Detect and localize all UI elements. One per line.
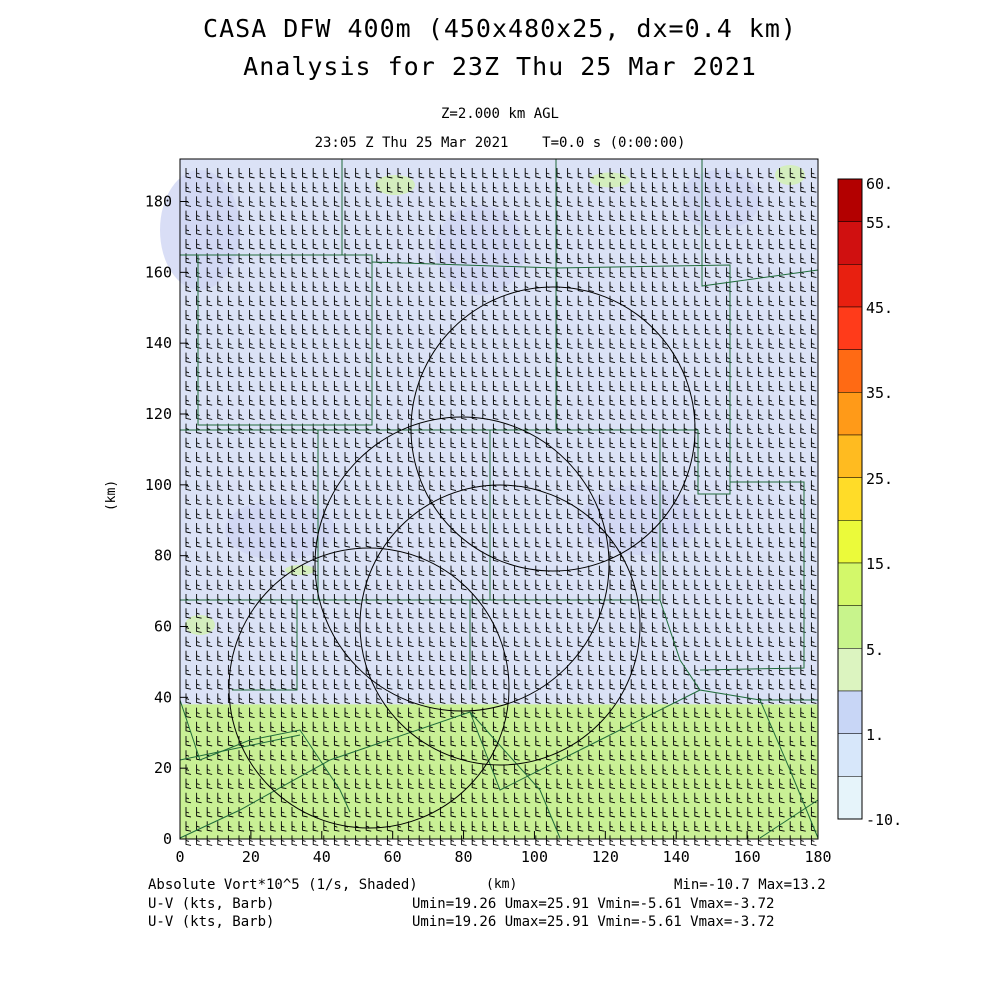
barb-grid — [185, 168, 817, 846]
x-tick-label: 20 — [242, 848, 260, 866]
colorbar-swatch — [837, 392, 863, 436]
colorbar-swatch — [837, 605, 863, 649]
county-line — [701, 159, 819, 287]
field-south — [180, 704, 818, 839]
y-tick-label: 120 — [145, 405, 172, 423]
field-patch — [435, 205, 525, 295]
radar-ring — [314, 416, 610, 712]
y-tick-label: 180 — [145, 193, 172, 211]
x-tick-label: 100 — [521, 848, 548, 866]
wind-label-2: U-V (kts, Barb) — [148, 914, 275, 930]
colorbar-label: 35. — [866, 384, 893, 402]
x-tick-label: 160 — [734, 848, 761, 866]
county-line — [759, 699, 819, 839]
x-tick-label: 0 — [175, 848, 184, 866]
field-label: Absolute Vort*10^5 (1/s, Shaded) — [148, 877, 418, 893]
colorbar-label: 15. — [866, 555, 893, 573]
county-line — [180, 261, 731, 495]
colorbar-swatch — [837, 264, 863, 308]
county-line — [179, 699, 351, 813]
colorbar-swatch — [837, 221, 863, 265]
field-patch — [590, 172, 630, 188]
county-line — [180, 254, 373, 426]
x-tick-label: 40 — [313, 848, 331, 866]
colorbar-label: 60. — [866, 175, 893, 193]
field-range: Min=-10.7 Max=13.2 — [674, 877, 826, 893]
county-line — [232, 600, 298, 691]
county-line — [469, 711, 561, 839]
radar-ring — [228, 547, 510, 829]
county-line — [179, 734, 301, 761]
y-tick-label: 100 — [145, 476, 172, 494]
colorbar-swatch — [837, 733, 863, 777]
x-axis-ticks: 0 20 40 60 80 100 120 140 160 180 — [175, 831, 832, 866]
colorbar-label: 45. — [866, 299, 893, 317]
wind-barbs — [185, 168, 817, 846]
colorbar-label: 25. — [866, 470, 893, 488]
field-patch — [680, 170, 760, 230]
title-line-1: CASA DFW 400m (450x480x25, dx=0.4 km) — [203, 14, 797, 43]
x-tick-label: 60 — [384, 848, 402, 866]
x-axis-unit-footer: (km) — [486, 877, 518, 892]
x-tick-label: 180 — [804, 848, 831, 866]
colorbar-label: 5. — [866, 641, 884, 659]
colorbar-swatch — [837, 648, 863, 692]
colorbar-swatch — [837, 178, 863, 222]
radar-ring — [410, 286, 696, 572]
colorbar-swatch — [837, 477, 863, 521]
x-tick-label: 80 — [455, 848, 473, 866]
county-boundaries — [179, 159, 819, 839]
y-axis-ticks: 0 20 40 60 80 100 120 140 160 180 — [145, 193, 188, 848]
field-patch — [375, 175, 415, 195]
colorbar-swatch — [837, 349, 863, 393]
y-tick-label: 0 — [163, 830, 172, 848]
y-tick-label: 60 — [154, 618, 172, 636]
wind-range-1: Umin=19.26 Umax=25.91 Vmin=-5.61 Vmax=-3… — [412, 896, 775, 912]
x-tick-label: 140 — [663, 848, 690, 866]
county-line — [759, 799, 819, 839]
y-tick-label: 80 — [154, 547, 172, 565]
wind-range-2: Umin=19.26 Umax=25.91 Vmin=-5.61 Vmax=-3… — [412, 914, 775, 930]
radar-ring — [359, 484, 641, 766]
valid-time-label: 23:05 Z Thu 25 Mar 2021 T=0.0 s (0:00:00… — [314, 135, 686, 151]
colorbar-swatch — [837, 776, 863, 820]
colorbar-swatch — [837, 562, 863, 606]
colorbar-swatch — [837, 434, 863, 478]
y-tick-label: 160 — [145, 263, 172, 281]
y-tick-label: 20 — [154, 759, 172, 777]
level-label: Z=2.000 km AGL — [440, 106, 559, 122]
colorbar-label: -10. — [866, 811, 902, 829]
radar-range-rings — [228, 286, 696, 829]
county-line — [699, 481, 805, 671]
field-patch — [285, 565, 315, 575]
wind-label-1: U-V (kts, Barb) — [148, 896, 275, 912]
colorbar-label: 55. — [866, 214, 893, 232]
colorbar-swatch — [837, 306, 863, 350]
y-tick-label: 40 — [154, 688, 172, 706]
field-patch — [580, 485, 700, 555]
colorbar-label: 1. — [866, 726, 884, 744]
y-tick-label: 140 — [145, 334, 172, 352]
shaded-field — [160, 159, 818, 839]
x-tick-label: 120 — [592, 848, 619, 866]
title-line-2: Analysis for 23Z Thu 25 Mar 2021 — [243, 52, 757, 81]
color-bar: 60. 55. 45. 35. 25. 15. 5. 1. -10. — [837, 175, 902, 829]
plot-frame — [179, 158, 819, 840]
colorbar-swatch — [837, 690, 863, 734]
colorbar-swatch — [837, 520, 863, 564]
colorbar-frame — [837, 178, 863, 820]
